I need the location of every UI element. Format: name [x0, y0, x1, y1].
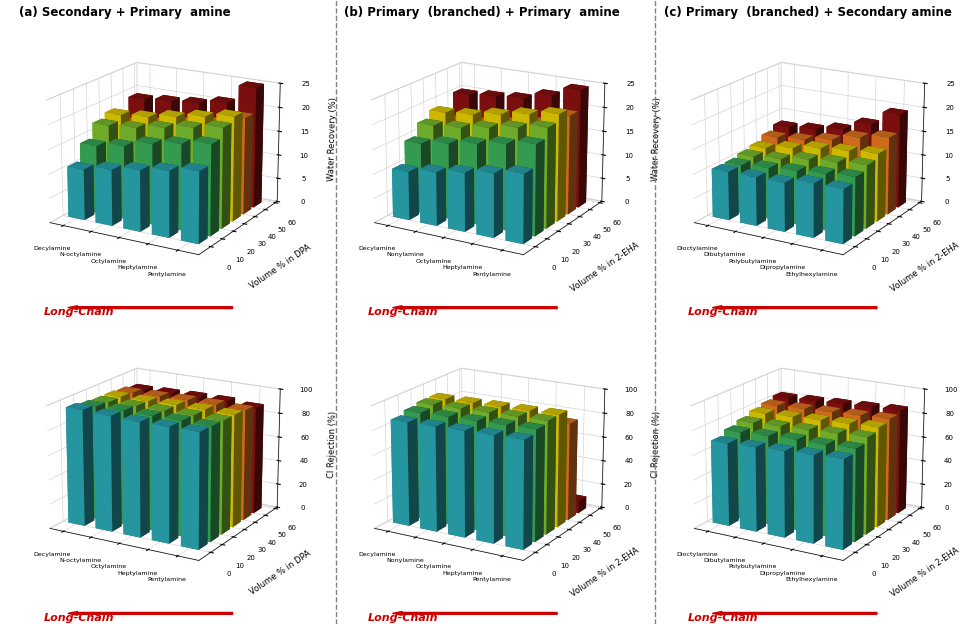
Y-axis label: Volume % in 2-EHA: Volume % in 2-EHA	[889, 240, 960, 293]
Text: (c) Primary  (branched) + Secondary amine: (c) Primary (branched) + Secondary amine	[664, 6, 952, 19]
Text: Long-Chain: Long-Chain	[688, 307, 759, 317]
Text: Long-Chain: Long-Chain	[688, 613, 759, 623]
Y-axis label: Volume % in 2-EHA: Volume % in 2-EHA	[569, 546, 641, 599]
Text: (a) Secondary + Primary  amine: (a) Secondary + Primary amine	[19, 6, 231, 19]
Y-axis label: Volume % in 2-EHA: Volume % in 2-EHA	[889, 546, 960, 599]
Text: Long-Chain: Long-Chain	[368, 307, 439, 317]
Text: Long-Chain: Long-Chain	[44, 613, 114, 623]
Y-axis label: Volume % in 2-EHA: Volume % in 2-EHA	[569, 240, 641, 293]
Text: (b) Primary  (branched) + Primary  amine: (b) Primary (branched) + Primary amine	[344, 6, 620, 19]
Text: Long-Chain: Long-Chain	[44, 307, 114, 317]
Y-axis label: Volume % in DPA: Volume % in DPA	[248, 548, 312, 597]
Y-axis label: Volume % in DPA: Volume % in DPA	[248, 243, 312, 291]
Text: Long-Chain: Long-Chain	[368, 613, 439, 623]
